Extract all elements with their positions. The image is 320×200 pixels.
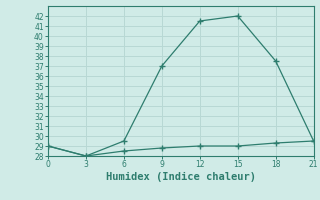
X-axis label: Humidex (Indice chaleur): Humidex (Indice chaleur) [106,172,256,182]
